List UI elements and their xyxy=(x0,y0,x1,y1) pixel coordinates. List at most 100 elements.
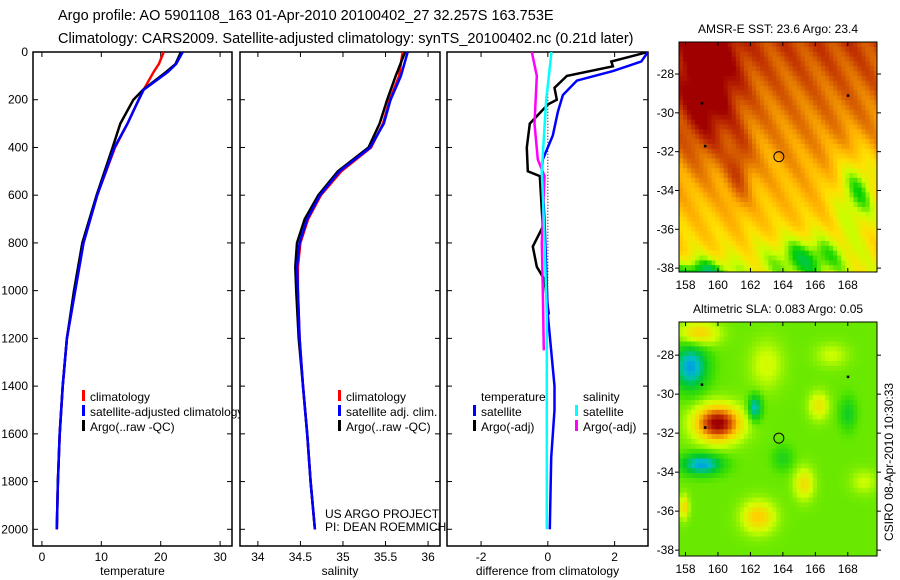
heatmap-cell xyxy=(727,255,733,261)
heatmap-cell xyxy=(853,536,859,542)
heatmap-cell xyxy=(833,434,838,440)
heatmap-cell xyxy=(788,134,794,140)
heatmap-cell xyxy=(865,197,871,203)
heatmap-cell xyxy=(687,42,692,48)
heatmap-cell xyxy=(788,400,794,406)
heatmap-cell xyxy=(764,270,769,273)
heatmap-cell xyxy=(727,265,733,271)
heatmap-cell xyxy=(829,231,834,237)
heatmap-cell xyxy=(800,375,806,381)
heatmap-cell xyxy=(756,250,761,256)
heatmap-cell xyxy=(748,129,753,135)
heatmap-cell xyxy=(780,351,785,357)
heatmap-cell xyxy=(756,56,761,62)
heatmap-cell xyxy=(695,143,700,150)
heatmap-cell xyxy=(841,95,846,101)
heatmap-cell xyxy=(707,326,712,333)
heatmap-cell xyxy=(776,76,781,82)
heatmap-cell xyxy=(748,395,753,401)
heatmap-cell xyxy=(695,129,700,135)
heatmap-cell xyxy=(853,390,859,396)
heatmap-cell xyxy=(865,265,871,271)
heatmap-cell xyxy=(735,521,741,528)
heatmap-cell xyxy=(723,148,729,155)
heatmap-cell xyxy=(731,492,737,498)
heatmap-cell xyxy=(800,240,806,247)
heatmap-cell xyxy=(703,541,708,547)
heatmap-cell xyxy=(687,129,692,135)
heatmap-cell xyxy=(707,404,712,411)
heatmap-cell xyxy=(727,361,733,367)
heatmap-cell xyxy=(833,255,838,261)
heatmap-cell xyxy=(703,439,708,445)
heatmap-cell xyxy=(752,473,757,479)
heatmap-cell xyxy=(683,76,688,82)
heatmap-cell xyxy=(833,463,838,469)
heatmap-cell xyxy=(817,134,822,140)
heatmap-cell xyxy=(841,109,846,116)
heatmap-cell xyxy=(776,390,781,396)
heatmap-cell xyxy=(829,326,834,333)
heatmap-cell xyxy=(776,95,781,101)
heatmap-cell xyxy=(792,439,798,445)
heatmap-cell xyxy=(772,336,777,342)
heatmap-cell xyxy=(703,46,708,53)
heatmap-cell xyxy=(788,536,794,542)
heatmap-cell xyxy=(796,85,802,92)
heatmap-cell xyxy=(808,497,814,503)
heatmap-cell xyxy=(772,468,777,474)
heatmap-cell xyxy=(833,546,838,552)
heatmap-cell xyxy=(873,419,878,425)
heatmap-cell xyxy=(812,326,818,333)
heatmap-cell xyxy=(873,492,878,498)
heatmap-cell xyxy=(760,114,765,121)
heatmap-cell xyxy=(764,192,769,198)
x-tick-label: -2 xyxy=(476,550,487,564)
heatmap-cell xyxy=(764,497,769,503)
heatmap-cell xyxy=(861,487,867,494)
heatmap-cell xyxy=(768,507,773,513)
heatmap-cell xyxy=(772,458,777,464)
heatmap-cell xyxy=(752,482,757,489)
heatmap-cell xyxy=(748,240,753,247)
heatmap-cell xyxy=(857,507,863,513)
heatmap-cell xyxy=(865,404,871,411)
heatmap-cell xyxy=(837,361,842,367)
heatmap-cell xyxy=(752,341,757,347)
heatmap-cell xyxy=(829,85,834,92)
heatmap-cell xyxy=(788,380,794,386)
heatmap-cell xyxy=(825,158,830,164)
heatmap-cell xyxy=(792,139,798,145)
heatmap-cell xyxy=(687,375,692,381)
heatmap-cell xyxy=(780,390,785,396)
heatmap-cell xyxy=(756,119,761,125)
heatmap-cell xyxy=(853,202,859,208)
x-tick-label: 20 xyxy=(154,550,168,564)
heatmap-cell xyxy=(735,231,741,237)
heatmap-cell xyxy=(812,231,818,237)
heatmap-cell xyxy=(857,211,863,218)
heatmap-cell xyxy=(825,202,830,208)
heatmap-cell xyxy=(760,153,765,159)
heatmap-cell xyxy=(760,76,765,82)
heatmap-cell xyxy=(711,478,717,484)
heatmap-cell xyxy=(817,51,822,58)
heatmap-cell xyxy=(731,507,737,513)
heatmap-cell xyxy=(849,453,854,459)
heatmap-cell xyxy=(808,414,814,420)
heatmap-cell xyxy=(752,502,757,508)
heatmap-cell xyxy=(768,76,773,82)
heatmap-cell xyxy=(853,250,859,256)
heatmap-cell xyxy=(768,356,773,362)
heatmap-cell xyxy=(849,250,854,256)
heatmap-cell xyxy=(727,182,733,189)
heatmap-cell xyxy=(861,134,867,140)
heatmap-cell xyxy=(833,482,838,489)
heatmap-cell xyxy=(821,424,826,430)
heatmap-cell xyxy=(808,541,814,547)
heatmap-cell xyxy=(776,419,781,425)
heatmap-cell xyxy=(687,536,692,542)
heatmap-cell xyxy=(756,105,761,111)
heatmap-cell xyxy=(780,207,785,213)
heatmap-cell xyxy=(727,211,733,218)
